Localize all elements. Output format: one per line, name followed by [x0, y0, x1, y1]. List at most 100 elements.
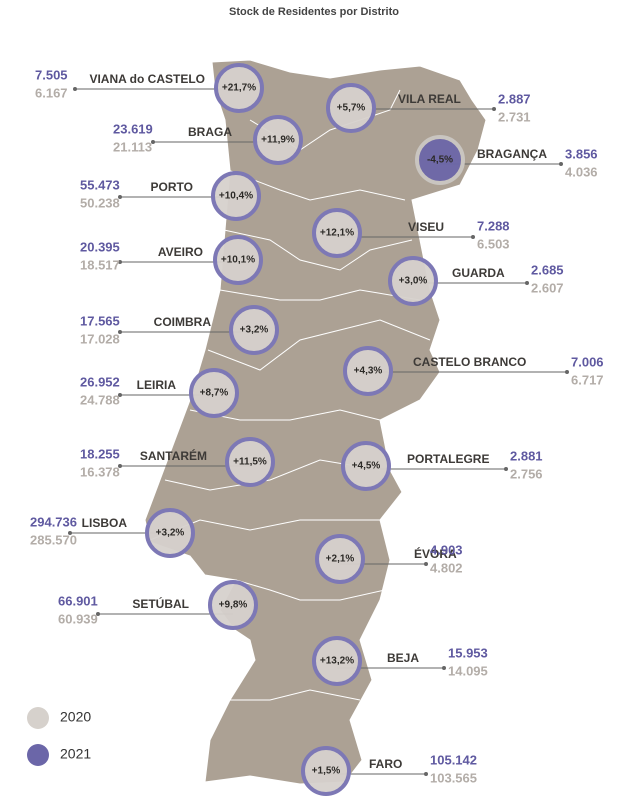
change-label: +3,2% [240, 325, 269, 336]
dot [73, 87, 77, 91]
bubble [211, 171, 261, 221]
dot [118, 195, 122, 199]
bubble [388, 256, 438, 306]
value-2021: 294.736 [30, 514, 77, 529]
dot [559, 162, 563, 166]
district-name: AVEIRO [158, 245, 203, 259]
district-name: SANTARÉM [140, 448, 207, 463]
value-2020: 6.503 [477, 236, 510, 251]
dot [118, 393, 122, 397]
legend-label: 2020 [60, 709, 91, 725]
change-label: -4,5% [427, 155, 453, 166]
dot [504, 467, 508, 471]
bubble [415, 135, 465, 185]
change-label: +8,7% [200, 388, 229, 399]
value-2021: 105.142 [430, 752, 477, 767]
bubble [189, 368, 239, 418]
bubble [145, 508, 195, 558]
district-name: LEIRIA [137, 378, 177, 392]
dot [565, 370, 569, 374]
change-label: +2,1% [326, 554, 355, 565]
legend-swatch-2020 [27, 707, 49, 729]
change-label: +10,1% [221, 255, 255, 266]
value-2020: 14.095 [448, 663, 488, 678]
value-2020: 285.570 [30, 532, 77, 547]
bubble [214, 63, 264, 113]
value-2020: 2.756 [510, 466, 543, 481]
district-name: FARO [369, 757, 402, 771]
dot [118, 260, 122, 264]
change-label: +12,1% [320, 228, 354, 239]
district-name: ÉVORA [414, 546, 457, 561]
value-2020: 6.717 [571, 372, 604, 387]
value-2021: 23.619 [113, 121, 153, 136]
change-label: +1,5% [312, 766, 341, 777]
value-2020: 4.036 [565, 164, 598, 179]
value-2020: 2.731 [498, 109, 531, 124]
value-2021: 20.395 [80, 239, 120, 254]
bubble [225, 437, 275, 487]
value-2020: 17.028 [80, 331, 120, 346]
value-2020: 18.517 [80, 257, 120, 272]
dot [118, 464, 122, 468]
dot [118, 330, 122, 334]
district-name: VISEU [408, 220, 444, 234]
district-borders [149, 89, 431, 701]
value-2021: 66.901 [58, 593, 98, 608]
dot [492, 107, 496, 111]
value-2021: 17.565 [80, 313, 120, 328]
value-2021: 4.903 [430, 542, 463, 557]
value-2020: 103.565 [430, 770, 477, 785]
bubble [343, 346, 393, 396]
change-label: +13,2% [320, 656, 354, 667]
bubble [341, 441, 391, 491]
district-name: PORTALEGRE [407, 452, 489, 466]
value-2021: 2.685 [531, 262, 564, 277]
bubble [229, 305, 279, 355]
value-2021: 7.288 [477, 218, 510, 233]
change-label: +3,2% [156, 528, 185, 539]
district-name: GUARDA [452, 266, 505, 280]
dot [68, 531, 72, 535]
legend-swatch-2021 [27, 744, 49, 766]
value-2020: 50.238 [80, 195, 120, 210]
value-2021: 18.255 [80, 446, 120, 461]
value-2021: 2.881 [510, 448, 543, 463]
value-2021: 15.953 [448, 645, 488, 660]
district-name: BEJA [387, 651, 419, 665]
district-name: BRAGANÇA [477, 147, 547, 161]
change-label: +11,9% [261, 135, 295, 146]
bubble [301, 746, 351, 796]
change-label: +5,7% [337, 103, 366, 114]
dot [442, 666, 446, 670]
change-label: +4,5% [352, 461, 381, 472]
bubble [253, 115, 303, 165]
value-2021: 3.856 [565, 146, 598, 161]
change-label: +21,7% [222, 83, 256, 94]
district-name: PORTO [151, 180, 193, 194]
bubble [312, 636, 362, 686]
value-2021: 55.473 [80, 177, 120, 192]
change-label: +4,3% [354, 366, 383, 377]
district-name: COIMBRA [154, 315, 212, 329]
value-2021: 26.952 [80, 374, 120, 389]
value-2021: 7.505 [35, 67, 68, 82]
district-name: LISBOA [82, 516, 128, 530]
change-label: +10,4% [219, 191, 253, 202]
district-name: SETÚBAL [132, 596, 189, 611]
district-name: VIANA do CASTELO [89, 72, 205, 86]
bubble [315, 534, 365, 584]
bubble [213, 235, 263, 285]
bubble [312, 208, 362, 258]
value-2021: 2.887 [498, 91, 531, 106]
dot [525, 281, 529, 285]
value-2020: 21.113 [113, 139, 152, 154]
dot [151, 140, 155, 144]
district-name: VILA REAL [398, 92, 461, 106]
value-2021: 7.006 [571, 354, 604, 369]
change-label: +9,8% [219, 600, 248, 611]
value-2020: 60.939 [58, 611, 98, 626]
bubble [326, 83, 376, 133]
dot [471, 235, 475, 239]
